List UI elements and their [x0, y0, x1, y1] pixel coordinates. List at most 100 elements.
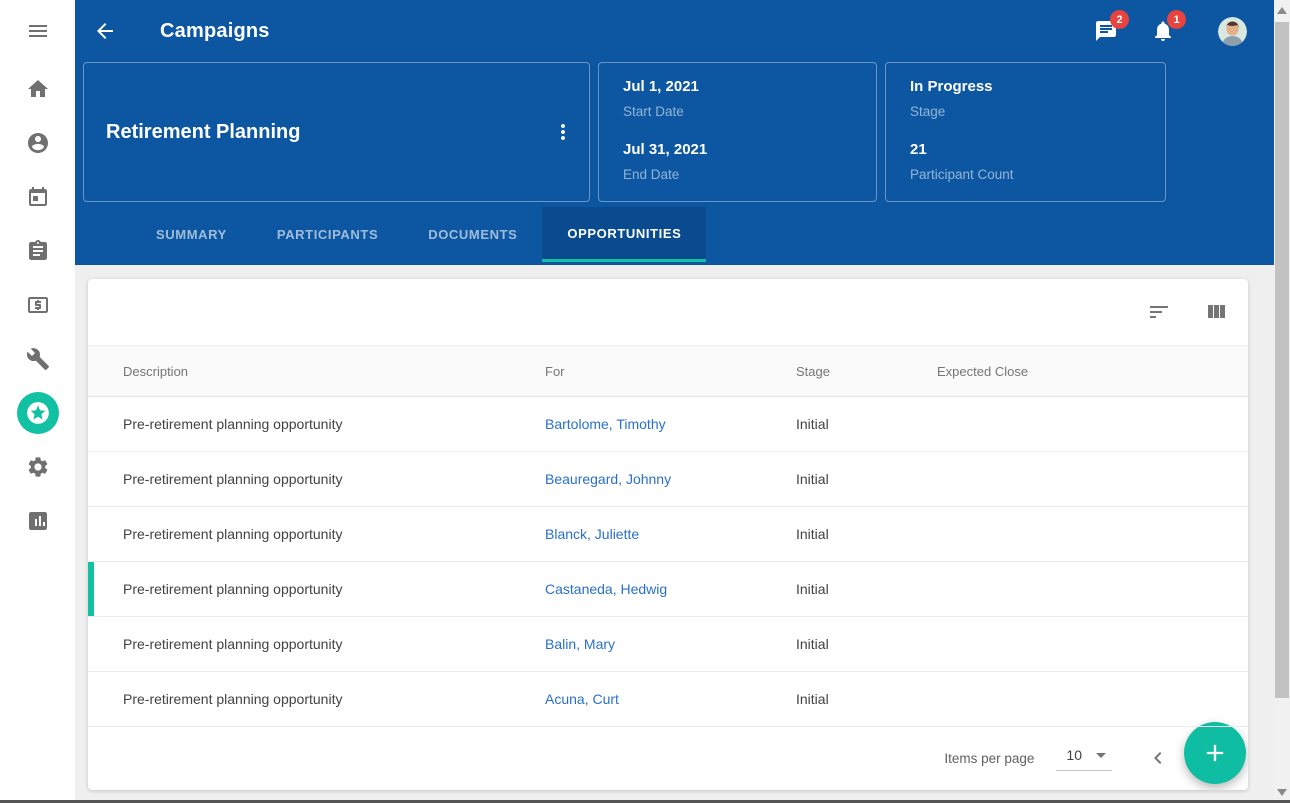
column-header-description[interactable]: Description: [123, 364, 545, 379]
dollar-card-icon: [26, 293, 50, 317]
cell-description: Pre-retirement planning opportunity: [123, 471, 545, 487]
messages-button[interactable]: 2: [1094, 19, 1118, 43]
start-date-value: Jul 1, 2021: [623, 78, 852, 96]
tab-documents[interactable]: DOCUMENTS: [403, 207, 542, 262]
campaign-summary-cards: Retirement Planning Jul 1, 2021 Start Da…: [75, 62, 1274, 202]
back-button[interactable]: [93, 19, 117, 43]
menu-icon: [26, 19, 50, 43]
calendar-icon: [26, 185, 50, 209]
campaign-dates-card: Jul 1, 2021 Start Date Jul 31, 2021 End …: [598, 62, 877, 202]
sidebar-item-settings[interactable]: [0, 440, 75, 494]
end-date-value: Jul 31, 2021: [623, 141, 852, 159]
column-header-expected-close[interactable]: Expected Close: [937, 364, 1248, 379]
hamburger-menu-button[interactable]: [0, 0, 75, 62]
opportunities-table-card: Description For Stage Expected Close Pre…: [88, 279, 1248, 790]
messages-badge: 2: [1110, 10, 1129, 29]
chevron-left-icon: [1146, 746, 1170, 770]
items-per-page-value: 10: [1066, 747, 1082, 763]
campaign-stage-card: In Progress Stage 21 Participant Count: [885, 62, 1166, 202]
sidebar-item-reports[interactable]: [0, 494, 75, 548]
add-opportunity-fab[interactable]: [1184, 722, 1246, 784]
participant-count-label: Participant Count: [910, 167, 1141, 182]
table-toolbar: [88, 279, 1248, 345]
sort-button[interactable]: [1147, 300, 1171, 324]
fact-gap: [910, 119, 1141, 141]
table-row[interactable]: Pre-retirement planning opportunity Blan…: [88, 507, 1248, 562]
table-row[interactable]: Pre-retirement planning opportunity Bart…: [88, 397, 1248, 452]
campaign-name: Retirement Planning: [106, 121, 300, 144]
sidebar-item-contacts[interactable]: [0, 116, 75, 170]
cell-for-link[interactable]: Castaneda, Hedwig: [545, 581, 796, 597]
column-header-stage[interactable]: Stage: [796, 364, 937, 379]
gear-icon: [26, 455, 50, 479]
app-bar: Campaigns 2 1: [75, 0, 1274, 62]
previous-page-button[interactable]: [1146, 746, 1170, 770]
columns-button[interactable]: [1204, 300, 1228, 324]
stage-value: In Progress: [910, 78, 1141, 96]
cell-description: Pre-retirement planning opportunity: [123, 526, 545, 542]
scrollbar-thumb[interactable]: [1275, 22, 1289, 698]
table-row[interactable]: Pre-retirement planning opportunity Beau…: [88, 452, 1248, 507]
main-area: Campaigns 2 1: [75, 0, 1274, 803]
cell-stage: Initial: [796, 416, 937, 432]
table-row-selected[interactable]: Pre-retirement planning opportunity Cast…: [88, 562, 1248, 617]
person-circle-icon: [26, 131, 50, 155]
sidebar-item-billing[interactable]: [0, 278, 75, 332]
cell-stage: Initial: [796, 526, 937, 542]
column-header-for[interactable]: For: [545, 364, 796, 379]
campaign-name-card: Retirement Planning: [83, 62, 590, 202]
tab-participants[interactable]: PARTICIPANTS: [252, 207, 403, 262]
cell-stage: Initial: [796, 581, 937, 597]
cell-for-link[interactable]: Acuna, Curt: [545, 691, 796, 707]
items-per-page-label: Items per page: [944, 751, 1034, 766]
cell-for-link[interactable]: Bartolome, Timothy: [545, 416, 796, 432]
notifications-button[interactable]: 1: [1151, 19, 1175, 43]
dropdown-caret-icon: [1096, 753, 1106, 758]
participant-count-value: 21: [910, 141, 1141, 159]
campaign-menu-button[interactable]: [551, 120, 575, 144]
campaign-tabs: SUMMARY PARTICIPANTS DOCUMENTS OPPORTUNI…: [75, 207, 1274, 262]
notifications-badge: 1: [1167, 10, 1186, 29]
sidebar-item-campaigns-active[interactable]: [0, 386, 75, 440]
plus-icon: [1201, 739, 1229, 767]
sidebar-item-tools[interactable]: [0, 332, 75, 386]
table-row[interactable]: Pre-retirement planning opportunity Bali…: [88, 617, 1248, 672]
sidebar-item-calendar[interactable]: [0, 170, 75, 224]
tab-opportunities[interactable]: OPPORTUNITIES: [542, 207, 706, 262]
columns-icon: [1204, 300, 1228, 324]
cell-description: Pre-retirement planning opportunity: [123, 636, 545, 652]
user-avatar[interactable]: [1218, 17, 1247, 46]
start-date-label: Start Date: [623, 104, 852, 119]
cell-description: Pre-retirement planning opportunity: [123, 416, 545, 432]
sidebar-item-home[interactable]: [0, 62, 75, 116]
cell-for-link[interactable]: Balin, Mary: [545, 636, 796, 652]
campaign-header-band: Campaigns 2 1: [75, 0, 1274, 265]
page-title: Campaigns: [160, 20, 270, 43]
bar-chart-icon: [26, 509, 50, 533]
wrench-icon: [26, 347, 50, 371]
clipboard-icon: [26, 239, 50, 263]
cell-stage: Initial: [796, 691, 937, 707]
cell-stage: Initial: [796, 471, 937, 487]
sort-icon: [1147, 300, 1171, 324]
scroll-up-arrow-icon[interactable]: [1277, 7, 1287, 14]
home-icon: [26, 77, 50, 101]
left-sidebar: [0, 0, 75, 803]
avatar-photo: [1218, 17, 1247, 46]
sidebar-item-tasks[interactable]: [0, 224, 75, 278]
cell-for-link[interactable]: Blanck, Juliette: [545, 526, 796, 542]
tab-summary[interactable]: SUMMARY: [131, 207, 252, 262]
cell-stage: Initial: [796, 636, 937, 652]
scroll-down-arrow-icon[interactable]: [1277, 789, 1287, 796]
vertical-scrollbar[interactable]: [1274, 0, 1290, 803]
arrow-back-icon: [93, 19, 117, 43]
cell-description: Pre-retirement planning opportunity: [123, 581, 545, 597]
table-row[interactable]: Pre-retirement planning opportunity Acun…: [88, 672, 1248, 727]
kebab-menu-icon: [551, 120, 575, 144]
cell-description: Pre-retirement planning opportunity: [123, 691, 545, 707]
stage-label: Stage: [910, 104, 1141, 119]
cell-for-link[interactable]: Beauregard, Johnny: [545, 471, 796, 487]
star-circle-icon: [25, 400, 51, 426]
items-per-page-select[interactable]: 10: [1056, 745, 1112, 771]
active-highlight-circle: [17, 392, 59, 434]
